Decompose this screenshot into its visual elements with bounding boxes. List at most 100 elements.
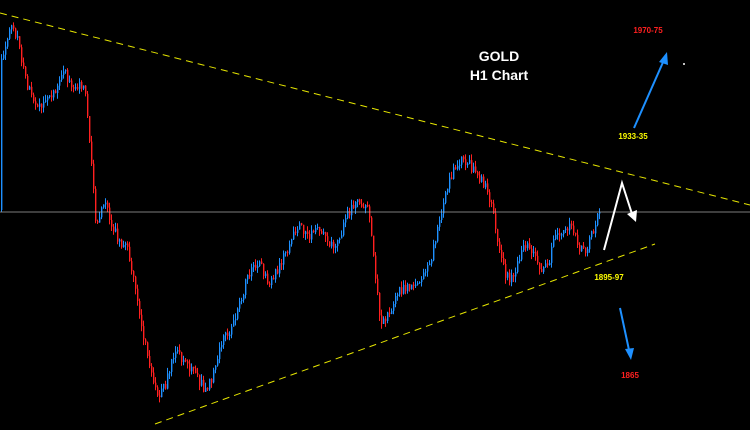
candle-body xyxy=(459,164,461,166)
candle-body xyxy=(377,278,379,293)
candle-body xyxy=(353,204,355,209)
candle-body xyxy=(343,222,345,236)
candle-body xyxy=(49,95,51,97)
candle-body xyxy=(469,160,471,164)
candle-body xyxy=(383,318,385,324)
candle-body xyxy=(387,312,389,321)
candle-body xyxy=(567,228,569,231)
candle-body xyxy=(297,229,299,233)
candle-body xyxy=(331,241,333,247)
candle-body xyxy=(357,199,359,202)
candle-body xyxy=(439,220,441,227)
candle-body xyxy=(111,220,113,227)
candle-body xyxy=(225,332,227,336)
candle-body xyxy=(11,25,13,30)
candle-body xyxy=(163,383,165,389)
level-label-1933-35: 1933-35 xyxy=(618,132,648,141)
candle-body xyxy=(327,236,329,242)
candle-body xyxy=(573,225,575,233)
candle-body xyxy=(509,272,511,283)
candle-body xyxy=(397,294,399,296)
candle-body xyxy=(529,243,531,249)
candle-body xyxy=(305,231,307,234)
candle-body xyxy=(569,223,571,231)
candle-body xyxy=(333,241,335,248)
candle-body xyxy=(63,71,65,75)
candle-body xyxy=(597,213,599,226)
candle-body xyxy=(151,366,153,373)
candle-body xyxy=(497,229,499,242)
candle-body xyxy=(391,310,393,314)
candle-body xyxy=(145,339,147,343)
candle-body xyxy=(167,373,169,389)
candle-body xyxy=(259,261,261,267)
candle-body xyxy=(59,79,61,86)
candle-body xyxy=(249,274,251,277)
candle-body xyxy=(437,226,439,242)
candle-body xyxy=(217,359,219,366)
candle-body xyxy=(559,233,561,236)
candle-body xyxy=(21,47,23,63)
candle-body xyxy=(521,250,523,260)
candle-body xyxy=(3,54,5,59)
candle-body xyxy=(135,276,137,289)
candle-body xyxy=(417,283,419,285)
candle-body xyxy=(351,204,353,216)
candle-body xyxy=(599,212,601,214)
candle-body xyxy=(95,188,97,221)
candle-body xyxy=(83,85,85,89)
projection-white-arrowhead xyxy=(627,210,637,222)
candle-body xyxy=(99,217,101,223)
candle-body xyxy=(537,255,539,263)
candle-body xyxy=(35,101,37,105)
candle-body xyxy=(513,275,515,277)
candle-body xyxy=(195,368,197,374)
candle-body xyxy=(487,183,489,193)
candle-body xyxy=(255,264,257,268)
candle-body xyxy=(37,104,39,107)
candle-body xyxy=(545,263,547,267)
candle-body xyxy=(313,230,315,233)
candle-body xyxy=(23,62,25,67)
candle-body xyxy=(345,218,347,223)
candle-body xyxy=(527,243,529,249)
candle-body xyxy=(299,223,301,230)
candle-body xyxy=(239,301,241,309)
candle-body xyxy=(389,312,391,314)
candle-body xyxy=(197,373,199,375)
candle-body xyxy=(425,271,427,273)
candle-body xyxy=(25,66,27,76)
candle-body xyxy=(119,239,121,242)
candle-body xyxy=(7,38,9,47)
candle-body xyxy=(97,221,99,223)
candle-body xyxy=(9,29,11,39)
candle-body xyxy=(485,183,487,188)
candle-body xyxy=(171,359,173,372)
candle-body xyxy=(257,266,259,269)
candle-body xyxy=(399,287,401,295)
candle-body xyxy=(275,269,277,280)
candle-body xyxy=(309,233,311,240)
candle-body xyxy=(129,246,131,262)
candle-body xyxy=(61,74,63,80)
candle-body xyxy=(415,284,417,287)
candle-body xyxy=(177,350,179,352)
candle-body xyxy=(443,202,445,214)
candle-body xyxy=(421,279,423,283)
candle-body xyxy=(199,374,201,386)
candle-body xyxy=(221,344,223,348)
candle-body xyxy=(17,36,19,38)
candle-body xyxy=(31,86,33,95)
candle-body xyxy=(543,267,545,272)
stray-dot xyxy=(683,63,685,65)
candle-body xyxy=(511,275,513,283)
candle-body xyxy=(281,263,283,265)
candles-group xyxy=(1,22,601,403)
candle-body xyxy=(185,359,187,362)
candle-body xyxy=(277,269,279,274)
candle-body xyxy=(347,211,349,219)
candle-body xyxy=(273,277,275,280)
candle-body xyxy=(131,261,133,272)
candle-body xyxy=(489,192,491,203)
support-trendline xyxy=(154,243,656,425)
